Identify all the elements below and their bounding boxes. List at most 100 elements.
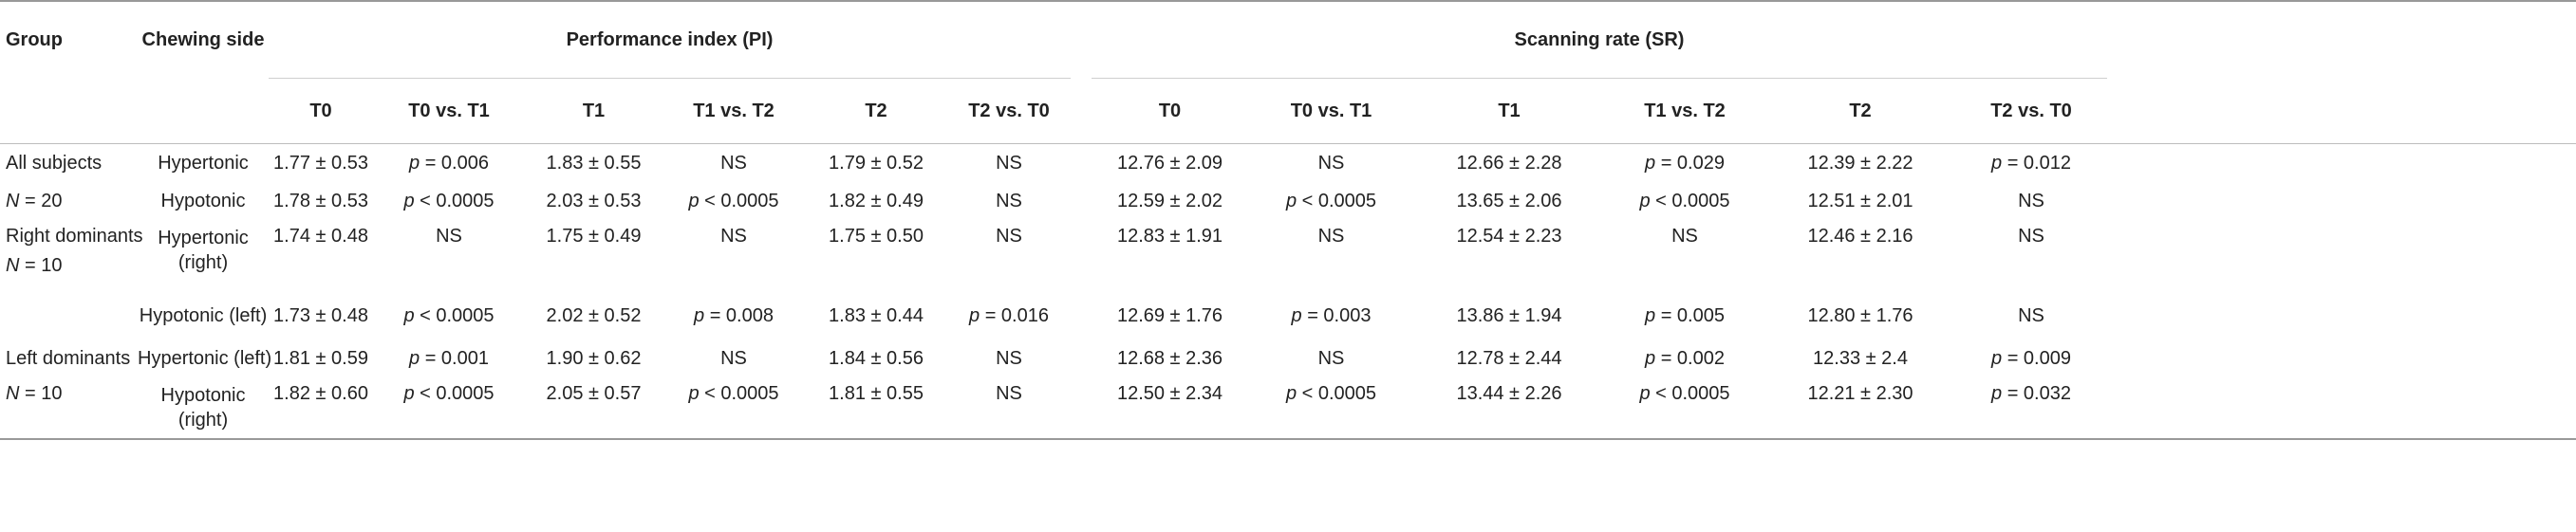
data-cell: p = 0.008	[694, 304, 774, 326]
data-cell: 12.80 ± 1.76	[1807, 304, 1913, 326]
data-cell: p = 0.005	[1645, 304, 1725, 326]
data-cell: 12.76 ± 2.09	[1116, 152, 1223, 174]
subheader-sr-t0: T0	[1092, 78, 1248, 144]
data-cell: p < 0.0005	[1248, 377, 1414, 440]
data-cell: 12.59 ± 2.02	[1116, 190, 1223, 211]
data-cell: NS	[436, 226, 462, 247]
data-cell: p = 0.006	[409, 152, 489, 174]
data-cell: NS	[1671, 226, 1698, 247]
data-cell: 12.51 ± 2.01	[1807, 190, 1913, 211]
subheader-pi-t2-vs-t0: T2 vs. T0	[947, 78, 1071, 144]
data-cell: NS	[1317, 152, 1345, 174]
data-cell: p < 0.0005	[1604, 377, 1765, 440]
group-cell: Left dominants	[6, 347, 131, 369]
data-cell: 2.02 ± 0.52	[546, 304, 642, 326]
data-cell: 1.74 ± 0.48	[273, 226, 368, 247]
data-cell: p = 0.032	[1955, 377, 2107, 440]
data-cell: 12.66 ± 2.28	[1456, 152, 1562, 174]
data-cell: p = 0.009	[1991, 347, 2071, 369]
data-cell: 13.44 ± 2.26	[1414, 377, 1604, 440]
data-cell: p = 0.029	[1645, 152, 1725, 174]
data-cell: NS	[720, 226, 747, 247]
subheader-pi-t0-vs-t1: T0 vs. T1	[373, 78, 525, 144]
data-cell: 13.86 ± 1.94	[1456, 304, 1562, 326]
data-cell: 12.46 ± 2.16	[1807, 226, 1913, 247]
data-cell: NS	[720, 152, 747, 174]
data-cell: 12.78 ± 2.44	[1456, 347, 1562, 369]
data-cell: NS	[2018, 226, 2044, 247]
data-cell: p < 0.0005	[403, 304, 495, 326]
data-cell: 2.05 ± 0.57	[525, 377, 663, 440]
data-cell: 12.69 ± 1.76	[1116, 304, 1223, 326]
data-cell: p < 0.0005	[1285, 190, 1377, 211]
data-cell: 1.77 ± 0.53	[273, 152, 368, 174]
data-cell: 1.82 ± 0.49	[829, 190, 924, 211]
subheader-pi-t1: T1	[525, 78, 663, 144]
results-table: Group Chewing side Performance index (PI…	[0, 0, 2576, 440]
data-cell: 12.39 ± 2.22	[1807, 152, 1913, 174]
side-cell: Hypertonic (left)	[138, 348, 272, 369]
group-cell: N = 10	[0, 377, 138, 440]
group-cell: All subjects	[6, 152, 103, 174]
data-cell: p = 0.003	[1291, 304, 1372, 326]
data-cell: p < 0.0005	[1639, 190, 1730, 211]
subheader-pi-t1-vs-t2: T1 vs. T2	[663, 78, 805, 144]
group-cell	[0, 292, 138, 339]
data-cell: 1.81 ± 0.55	[805, 377, 947, 440]
subheader-sr-t0-vs-t1: T0 vs. T1	[1248, 78, 1414, 144]
side-cell: Hypotonic (left)	[139, 305, 268, 326]
header-chewing-side: Chewing side	[141, 28, 265, 50]
data-cell: 1.75 ± 0.50	[829, 226, 924, 247]
data-cell: 12.33 ± 2.4	[1813, 347, 1908, 369]
data-cell: p = 0.012	[1991, 152, 2071, 174]
data-cell: NS	[947, 377, 1071, 440]
data-cell: 1.79 ± 0.52	[829, 152, 924, 174]
data-cell: 1.78 ± 0.53	[273, 190, 368, 211]
data-cell: p = 0.016	[969, 304, 1049, 326]
side-cell: Hypotonic (right)	[138, 377, 269, 440]
group-cell: N = 20	[6, 190, 63, 211]
group-cell: Right dominants N = 10	[6, 226, 143, 276]
subheader-sr-t2: T2	[1765, 78, 1955, 144]
data-cell: NS	[1317, 226, 1345, 247]
data-cell: 1.73 ± 0.48	[273, 304, 368, 326]
data-cell: 1.84 ± 0.56	[829, 347, 924, 369]
side-cell: Hypertonic (right)	[158, 228, 249, 273]
table-row: N = 20 Hypotonic 1.78 ± 0.53 p < 0.0005 …	[0, 182, 2576, 220]
header-scanning-rate: Scanning rate (SR)	[1092, 2, 2107, 79]
subheader-sr-t1-vs-t2: T1 vs. T2	[1604, 78, 1765, 144]
data-cell: p = 0.001	[409, 347, 489, 369]
data-cell: NS	[996, 152, 1022, 174]
table-row: All subjects Hypertonic 1.77 ± 0.53 p = …	[0, 144, 2576, 183]
data-cell: p < 0.0005	[403, 190, 495, 211]
data-cell: 12.54 ± 2.23	[1456, 226, 1562, 247]
data-cell: 1.82 ± 0.60	[269, 377, 373, 440]
data-cell: NS	[1317, 347, 1345, 369]
subheader-sr-t1: T1	[1414, 78, 1604, 144]
side-cell: Hypotonic	[160, 191, 246, 211]
table-row: Left dominants Hypertonic (left) 1.81 ± …	[0, 339, 2576, 377]
table-row: N = 10 Hypotonic (right) 1.82 ± 0.60 p < …	[0, 377, 2576, 440]
data-cell: 1.81 ± 0.59	[273, 347, 368, 369]
side-cell: Hypertonic	[158, 153, 249, 174]
data-cell: 12.50 ± 2.34	[1092, 377, 1248, 440]
data-cell: NS	[996, 347, 1022, 369]
table-row: Right dominants N = 10 Hypertonic (right) …	[0, 220, 2576, 292]
data-cell: 12.83 ± 1.91	[1116, 226, 1223, 247]
data-cell: NS	[2018, 304, 2044, 326]
data-cell: p < 0.0005	[373, 377, 525, 440]
data-cell: 1.83 ± 0.44	[829, 304, 924, 326]
subheader-pi-t0: T0	[269, 78, 373, 144]
data-cell: NS	[996, 226, 1022, 247]
data-cell: 13.65 ± 2.06	[1456, 190, 1562, 211]
header-performance-index: Performance index (PI)	[269, 2, 1071, 79]
data-cell: 2.03 ± 0.53	[546, 190, 642, 211]
data-cell: 1.75 ± 0.49	[546, 226, 642, 247]
data-cell: p = 0.002	[1645, 347, 1725, 369]
data-cell: 12.21 ± 2.30	[1765, 377, 1955, 440]
data-cell: NS	[2018, 190, 2044, 211]
subheader-pi-t2: T2	[805, 78, 947, 144]
data-cell: 1.90 ± 0.62	[546, 347, 642, 369]
data-cell: 1.83 ± 0.55	[546, 152, 642, 174]
